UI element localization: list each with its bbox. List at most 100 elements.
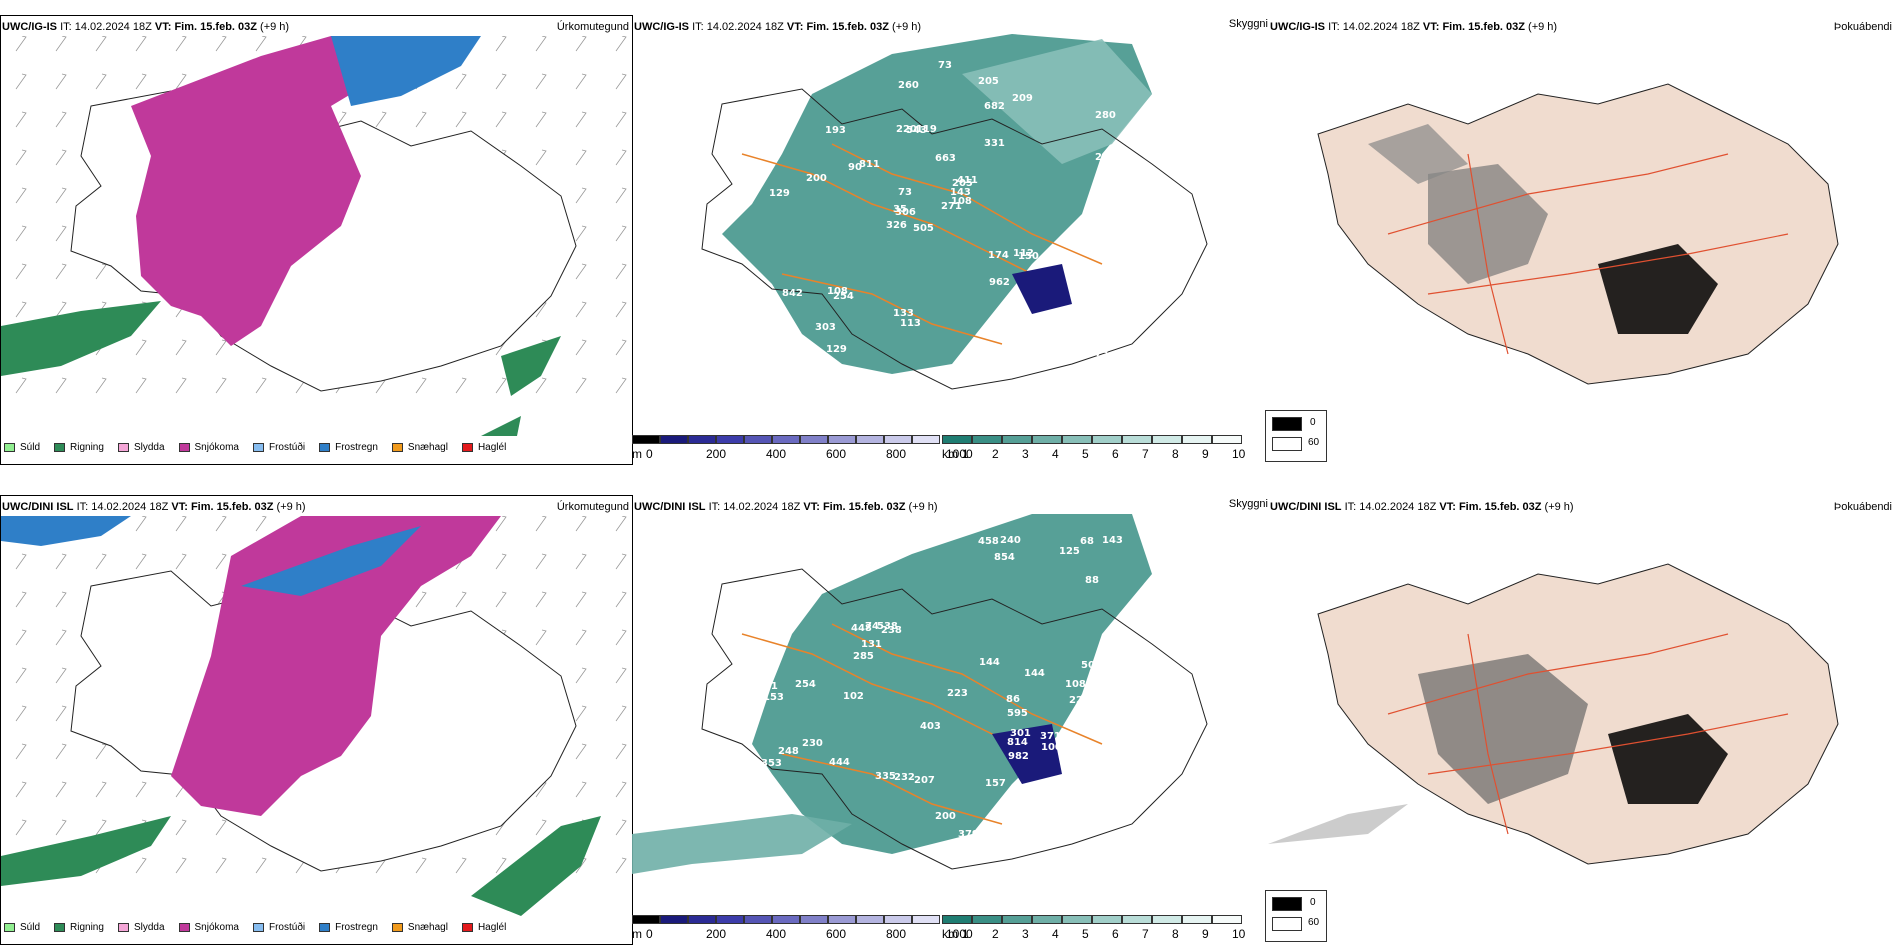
wind-barb	[575, 553, 587, 570]
colorbar-tick: 3	[1022, 447, 1029, 461]
fog-label-60: 60	[1308, 917, 1320, 928]
wind-barb	[495, 516, 507, 532]
legend-label: Súld	[20, 922, 41, 933]
wind-barb	[615, 629, 627, 646]
wind-barb	[135, 377, 147, 394]
wind-barb	[175, 516, 187, 532]
wind-barb	[535, 591, 547, 608]
legend-label: Súld	[20, 442, 41, 453]
wind-barb	[615, 73, 627, 90]
wind-barb	[55, 187, 67, 204]
wind-barb	[55, 263, 67, 280]
valid-time: VT: Fim. 15.feb. 03Z	[1422, 21, 1525, 33]
colorbar-tick: 400	[766, 447, 787, 461]
wind-barb	[135, 73, 147, 90]
colorbar-tick: 7	[1142, 447, 1149, 461]
swatch-frostregn	[319, 923, 331, 932]
height-label: 240	[1000, 535, 1021, 546]
wind-barb	[455, 591, 467, 608]
height-label: 102	[843, 691, 864, 702]
colorbar-tick: 10	[1232, 447, 1246, 461]
wind-barb	[15, 301, 27, 318]
wind-barb	[575, 111, 587, 128]
lead-time: (+9 h)	[276, 501, 306, 513]
height-unit: m	[632, 447, 642, 461]
height-label: 353	[761, 758, 782, 769]
height-label: 543	[741, 178, 762, 189]
height-label: 100	[1041, 742, 1062, 753]
fog-swatch-60	[1272, 917, 1302, 931]
wind-barb	[575, 743, 587, 760]
wind-barb	[55, 629, 67, 646]
colorbar-tick: 5	[1082, 927, 1089, 941]
colorbar-segment	[972, 435, 1002, 444]
height-label: 663	[935, 153, 956, 164]
height-label: 103	[815, 569, 836, 580]
swatch-snaehagl	[391, 923, 403, 932]
wind-barb	[95, 819, 107, 836]
colorbar-tick: 9	[1202, 447, 1209, 461]
height-label: 248	[778, 746, 799, 757]
legend-item: Haglél	[461, 922, 506, 933]
height-label: 136	[1029, 799, 1050, 810]
wind-barb	[55, 743, 67, 760]
wind-barb	[15, 553, 27, 570]
legend-label: Frostúði	[268, 442, 306, 453]
wind-barb	[455, 111, 467, 128]
wind-barb	[55, 36, 67, 52]
wind-barb	[495, 36, 507, 52]
height-label: 144	[1024, 668, 1045, 679]
wind-barb	[255, 36, 267, 52]
wind-barb	[575, 301, 587, 318]
valid-time: VT: Fim. 15.feb. 03Z	[171, 501, 274, 513]
height-label: 260	[898, 80, 919, 91]
wind-barb	[495, 553, 507, 570]
colorbar-segment	[1122, 915, 1152, 924]
height-label: 222	[769, 802, 790, 813]
model-name: UWC/IG-IS	[1270, 21, 1325, 33]
colorbar-segment	[744, 915, 772, 924]
it-label: IT:	[1328, 21, 1340, 33]
colorbar-segment	[856, 915, 884, 924]
panel-header: UWC/IG-IS IT: 14.02.2024 18Z VT: Fim. 15…	[1270, 21, 1557, 33]
height-label: 73	[938, 60, 952, 71]
wind-barb	[15, 743, 27, 760]
colorbar-segment	[1212, 435, 1242, 444]
wind-barb	[415, 377, 427, 394]
height-label: 254	[833, 291, 854, 302]
wind-barb	[615, 516, 627, 532]
precip-type-map	[1, 516, 627, 916]
height-label: 72	[1083, 315, 1097, 326]
init-time: 14.02.2024 18Z	[706, 21, 784, 33]
height-label: 129	[826, 344, 847, 355]
init-time: 14.02.2024 18Z	[1359, 501, 1437, 513]
colorbar-segment	[884, 435, 912, 444]
colorbar-segment	[800, 915, 828, 924]
wind-barb	[95, 73, 107, 90]
wind-barb	[55, 819, 67, 836]
fog-legend: 0 60	[1265, 410, 1327, 462]
wind-barb	[575, 73, 587, 90]
wind-barb	[415, 857, 427, 874]
vis-unit: km	[942, 447, 958, 461]
legend-item: Frostregn	[319, 922, 378, 933]
colorbar-segment	[912, 435, 940, 444]
height-label: 108	[827, 286, 848, 297]
height-label: 207	[914, 775, 935, 786]
height-label: 193	[825, 125, 846, 136]
height-label: 854	[994, 552, 1015, 563]
legend-label: Snæhagl	[407, 922, 448, 933]
colorbar-tick: 400	[766, 927, 787, 941]
wind-barb	[575, 591, 587, 608]
height-label: 35	[725, 162, 739, 173]
wind-barb	[535, 819, 547, 836]
wind-barb	[15, 149, 27, 166]
height-label: 220	[896, 124, 917, 135]
wind-barb	[15, 705, 27, 722]
height-label: 73	[898, 187, 912, 198]
wind-barb	[95, 377, 107, 394]
height-label: 347	[775, 121, 796, 132]
colorbar-segment	[1122, 435, 1152, 444]
swatch-haglel	[461, 443, 473, 452]
wind-barb	[575, 705, 587, 722]
